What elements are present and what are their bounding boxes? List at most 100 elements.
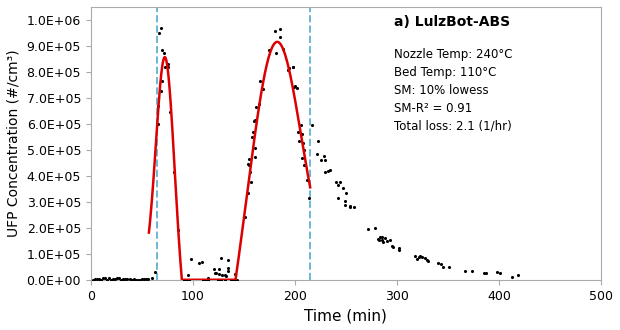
- Point: [414, 254, 423, 260]
- Point: [183, 273, 193, 278]
- Point: [323, 169, 333, 174]
- Point: [117, 277, 126, 282]
- Point: [297, 156, 307, 161]
- Point: [313, 138, 323, 144]
- Point: [104, 276, 114, 281]
- Point: [114, 276, 124, 281]
- X-axis label: Time (min): Time (min): [304, 308, 388, 323]
- Point: [291, 85, 301, 90]
- Point: [264, 47, 274, 52]
- Point: [383, 238, 392, 244]
- Point: [374, 237, 384, 242]
- Point: [201, 277, 211, 282]
- Point: [184, 277, 194, 282]
- Point: [133, 277, 143, 282]
- Point: [200, 277, 210, 282]
- Point: [203, 277, 213, 282]
- Point: [154, 30, 164, 36]
- Point: [378, 239, 388, 245]
- Point: [141, 277, 151, 282]
- Point: [110, 276, 120, 281]
- Point: [213, 277, 223, 282]
- Point: [438, 264, 448, 269]
- Point: [215, 277, 224, 282]
- Y-axis label: UFP Concentration (#/cm³): UFP Concentration (#/cm³): [7, 50, 21, 237]
- Point: [270, 28, 280, 34]
- Point: [467, 268, 477, 274]
- Point: [125, 276, 135, 281]
- Point: [240, 214, 250, 219]
- Point: [182, 277, 192, 282]
- Point: [153, 122, 163, 127]
- Point: [302, 178, 312, 183]
- Point: [179, 277, 189, 282]
- Point: [513, 273, 523, 278]
- Point: [197, 259, 206, 264]
- Point: [153, 104, 162, 109]
- Point: [157, 48, 167, 53]
- Point: [123, 277, 133, 282]
- Point: [257, 86, 267, 91]
- Point: [223, 257, 233, 263]
- Point: [203, 275, 213, 280]
- Point: [228, 277, 237, 282]
- Point: [198, 277, 208, 282]
- Point: [211, 270, 221, 275]
- Point: [156, 88, 166, 93]
- Point: [216, 277, 226, 282]
- Point: [433, 260, 443, 266]
- Point: [137, 277, 147, 282]
- Point: [299, 148, 309, 153]
- Point: [255, 79, 265, 84]
- Point: [223, 268, 233, 274]
- Point: [394, 248, 404, 253]
- Point: [214, 271, 224, 276]
- Point: [288, 65, 298, 70]
- Point: [223, 265, 232, 270]
- Point: [296, 123, 306, 128]
- Point: [299, 162, 309, 167]
- Point: [210, 266, 219, 272]
- Point: [169, 169, 179, 175]
- Point: [375, 235, 385, 240]
- Point: [231, 271, 241, 277]
- Point: [163, 61, 173, 67]
- Point: [345, 203, 355, 208]
- Point: [326, 167, 335, 173]
- Point: [184, 277, 194, 282]
- Point: [118, 276, 128, 281]
- Point: [272, 50, 281, 55]
- Point: [226, 277, 236, 282]
- Point: [410, 254, 420, 259]
- Point: [338, 185, 348, 190]
- Point: [210, 271, 220, 276]
- Point: [96, 277, 106, 282]
- Point: [444, 264, 454, 270]
- Point: [216, 277, 226, 282]
- Point: [250, 154, 260, 159]
- Point: [216, 255, 226, 261]
- Point: [316, 157, 326, 163]
- Point: [173, 227, 183, 233]
- Point: [420, 255, 430, 260]
- Point: [275, 26, 285, 32]
- Point: [363, 227, 373, 232]
- Point: [244, 157, 254, 162]
- Point: [333, 195, 343, 201]
- Point: [156, 25, 166, 30]
- Point: [143, 276, 153, 281]
- Point: [294, 139, 304, 144]
- Point: [387, 243, 397, 248]
- Point: [249, 118, 259, 124]
- Point: [244, 162, 254, 168]
- Point: [423, 258, 433, 264]
- Point: [412, 256, 422, 262]
- Point: [215, 277, 224, 282]
- Point: [98, 276, 108, 281]
- Point: [250, 146, 260, 151]
- Point: [340, 198, 350, 203]
- Point: [385, 237, 395, 243]
- Point: [388, 245, 397, 250]
- Point: [159, 50, 169, 55]
- Point: [131, 277, 141, 282]
